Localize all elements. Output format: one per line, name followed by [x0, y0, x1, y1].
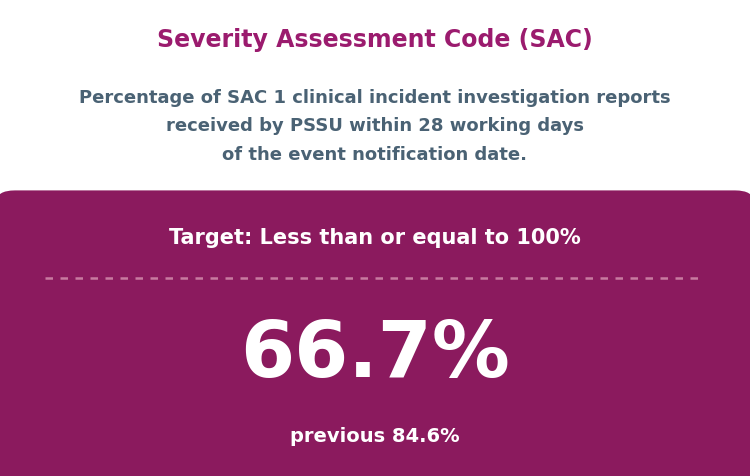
Text: received by PSSU within 28 working days: received by PSSU within 28 working days [166, 117, 584, 135]
Text: 66.7%: 66.7% [240, 317, 510, 393]
Text: of the event notification date.: of the event notification date. [223, 146, 527, 164]
FancyBboxPatch shape [0, 190, 750, 476]
Text: Percentage of SAC 1 clinical incident investigation reports: Percentage of SAC 1 clinical incident in… [80, 89, 670, 107]
Text: previous 84.6%: previous 84.6% [290, 427, 460, 446]
Text: Severity Assessment Code (SAC): Severity Assessment Code (SAC) [158, 29, 592, 52]
Text: Target: Less than or equal to 100%: Target: Less than or equal to 100% [170, 228, 580, 248]
